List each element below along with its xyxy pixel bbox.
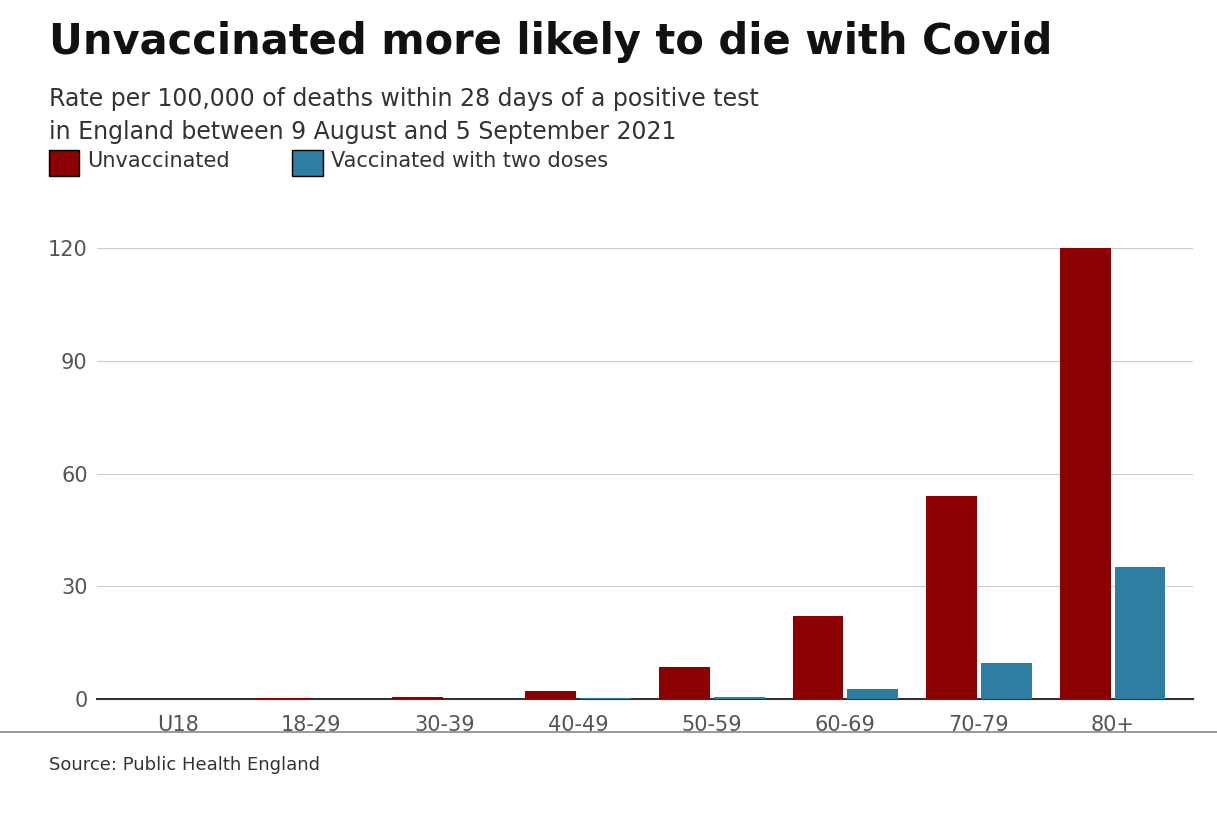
Bar — [981, 663, 1032, 699]
Bar — [526, 691, 576, 699]
Bar — [926, 496, 977, 699]
Bar — [1060, 248, 1111, 699]
Bar — [392, 697, 443, 699]
Bar — [792, 616, 843, 699]
Bar — [714, 697, 764, 699]
Bar — [847, 690, 898, 699]
Text: in England between 9 August and 5 September 2021: in England between 9 August and 5 Septem… — [49, 120, 677, 144]
Text: Unvaccinated: Unvaccinated — [88, 151, 230, 171]
Bar — [660, 667, 710, 699]
Bar — [1115, 567, 1166, 699]
Text: Unvaccinated more likely to die with Covid: Unvaccinated more likely to die with Cov… — [49, 21, 1051, 63]
Text: Rate per 100,000 of deaths within 28 days of a positive test: Rate per 100,000 of deaths within 28 day… — [49, 87, 758, 111]
Text: Vaccinated with two doses: Vaccinated with two doses — [331, 151, 608, 171]
Text: BBC: BBC — [1090, 764, 1148, 789]
Text: Source: Public Health England: Source: Public Health England — [49, 756, 320, 774]
